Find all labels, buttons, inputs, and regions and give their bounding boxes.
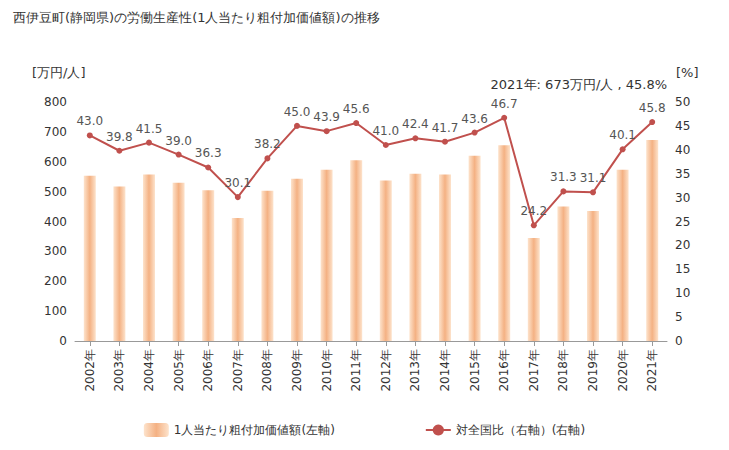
svg-text:2002年: 2002年 [83, 349, 97, 392]
svg-text:43.0: 43.0 [76, 114, 103, 128]
svg-text:30: 30 [675, 191, 690, 205]
svg-text:36.3: 36.3 [195, 146, 222, 160]
svg-text:2011年: 2011年 [349, 349, 363, 392]
svg-text:20: 20 [675, 238, 690, 252]
svg-text:38.2: 38.2 [254, 137, 281, 151]
svg-text:5: 5 [675, 310, 683, 324]
svg-text:西伊豆町(静岡県)の労働生産性(1人当たり粗付加価値額)の推: 西伊豆町(静岡県)の労働生産性(1人当たり粗付加価値額)の推移 [13, 10, 380, 25]
svg-text:41.7: 41.7 [432, 121, 459, 135]
svg-text:[万円/人]: [万円/人] [32, 65, 86, 80]
svg-text:24.2: 24.2 [520, 204, 547, 218]
svg-text:2004年: 2004年 [142, 349, 156, 392]
svg-text:1人当たり粗付加価値額(左軸): 1人当たり粗付加価値額(左軸) [174, 423, 335, 437]
svg-text:2021年: 2021年 [645, 349, 659, 392]
svg-text:2016年: 2016年 [497, 349, 511, 392]
svg-text:2010年: 2010年 [320, 349, 334, 392]
svg-text:200: 200 [44, 274, 67, 288]
svg-text:40.1: 40.1 [609, 128, 636, 142]
svg-text:2005年: 2005年 [172, 349, 186, 392]
svg-text:39.8: 39.8 [106, 130, 133, 144]
svg-text:2014年: 2014年 [438, 349, 452, 392]
svg-text:400: 400 [44, 215, 67, 229]
svg-text:15: 15 [675, 262, 690, 276]
svg-text:43.9: 43.9 [313, 110, 340, 124]
svg-text:2015年: 2015年 [468, 349, 482, 392]
svg-text:35: 35 [675, 167, 690, 181]
svg-text:2021年: 673万円/人 , 45.8%: 2021年: 673万円/人 , 45.8% [491, 77, 667, 92]
svg-text:対全国比（右軸）(右軸): 対全国比（右軸）(右軸) [456, 423, 585, 437]
svg-text:31.3: 31.3 [550, 170, 577, 184]
svg-text:45.0: 45.0 [284, 105, 311, 119]
svg-text:0: 0 [59, 334, 67, 348]
svg-text:2019年: 2019年 [586, 349, 600, 392]
svg-text:2008年: 2008年 [260, 349, 274, 392]
svg-text:2012年: 2012年 [379, 349, 393, 392]
svg-text:39.0: 39.0 [165, 134, 192, 148]
svg-text:2018年: 2018年 [556, 349, 570, 392]
svg-text:40: 40 [675, 143, 690, 157]
svg-text:31.1: 31.1 [580, 171, 607, 185]
svg-text:700: 700 [44, 125, 67, 139]
svg-text:10: 10 [675, 286, 690, 300]
svg-text:2013年: 2013年 [408, 349, 422, 392]
svg-text:0: 0 [675, 334, 683, 348]
svg-text:600: 600 [44, 155, 67, 169]
svg-text:41.5: 41.5 [136, 122, 163, 136]
svg-text:30.1: 30.1 [224, 176, 251, 190]
svg-text:300: 300 [44, 244, 67, 258]
svg-text:2003年: 2003年 [112, 349, 126, 392]
svg-text:43.6: 43.6 [461, 112, 488, 126]
svg-text:50: 50 [675, 95, 690, 109]
svg-text:45.6: 45.6 [343, 102, 370, 116]
svg-text:500: 500 [44, 185, 67, 199]
svg-text:2006年: 2006年 [201, 349, 215, 392]
svg-text:45: 45 [675, 119, 690, 133]
svg-text:46.7: 46.7 [491, 97, 518, 111]
svg-text:2009年: 2009年 [290, 349, 304, 392]
svg-text:41.0: 41.0 [372, 124, 399, 138]
svg-text:800: 800 [44, 95, 67, 109]
svg-text:[%]: [%] [676, 65, 699, 80]
svg-text:100: 100 [44, 304, 67, 318]
svg-text:42.4: 42.4 [402, 117, 429, 131]
svg-text:2017年: 2017年 [527, 349, 541, 392]
svg-text:2020年: 2020年 [616, 349, 630, 392]
svg-text:2007年: 2007年 [231, 349, 245, 392]
svg-text:25: 25 [675, 215, 690, 229]
svg-text:45.8: 45.8 [639, 101, 666, 115]
